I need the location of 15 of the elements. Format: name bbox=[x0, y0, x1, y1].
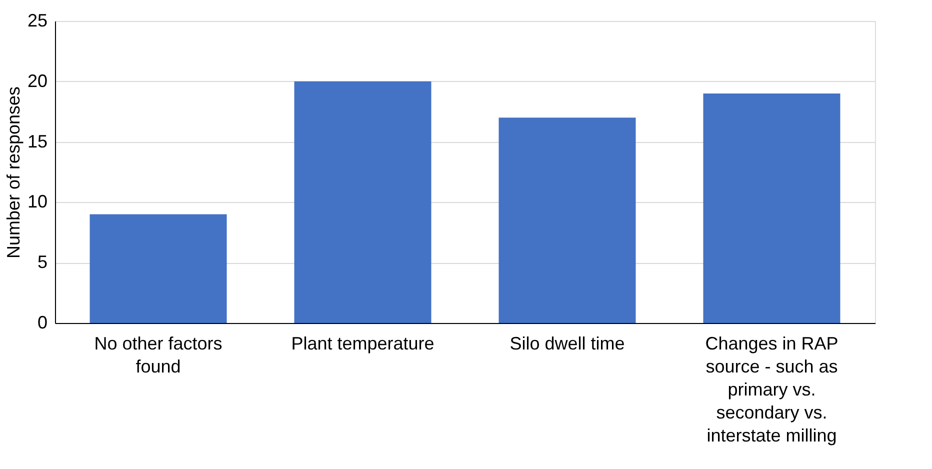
y-tick-label: 15 bbox=[27, 131, 48, 152]
x-tick-label: No other factors found bbox=[94, 334, 222, 376]
x-tick-label: Plant temperature bbox=[291, 334, 434, 354]
bar bbox=[294, 81, 432, 323]
bar bbox=[703, 93, 840, 323]
y-tick-label: 0 bbox=[37, 312, 48, 332]
y-axis-title: Number of responses bbox=[3, 86, 24, 259]
y-tick-label: 5 bbox=[37, 252, 48, 272]
x-tick-label: Silo dwell time bbox=[510, 334, 625, 354]
bar bbox=[90, 214, 227, 323]
bar bbox=[498, 118, 636, 323]
y-tick-label: 20 bbox=[27, 70, 48, 91]
y-tick-label: 25 bbox=[27, 10, 48, 30]
x-tick-label: Changes in RAP source - such as primary vs. secondary vs. interstate milling bbox=[705, 334, 838, 446]
y-tick-label: 10 bbox=[27, 192, 48, 212]
